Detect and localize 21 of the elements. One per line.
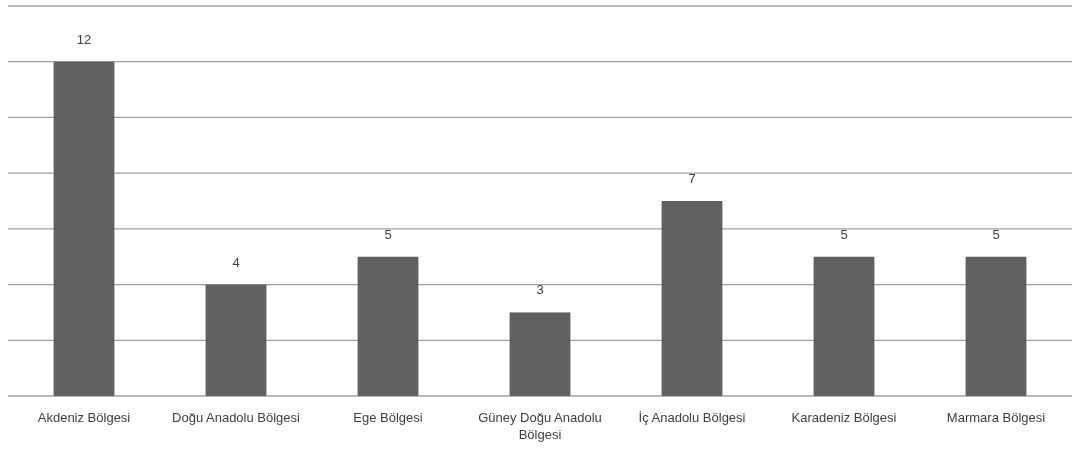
x-tick-label: Akdeniz Bölgesi (37, 410, 131, 425)
bar (509, 312, 571, 396)
x-tick-label: İç Anadolu Bölgesi (638, 410, 746, 425)
data-label: 5 (992, 226, 1000, 242)
x-tick-label: Doğu Anadolu Bölgesi (172, 410, 301, 425)
x-tick-label: Güney Doğu Anadolu Bölgesi (478, 410, 602, 442)
data-label: 4 (232, 254, 240, 270)
bar (813, 256, 875, 396)
data-label: 5 (384, 226, 392, 242)
x-tick-label: Marmara Bölgesi (946, 410, 1046, 425)
data-label: 3 (536, 282, 544, 298)
bar (205, 284, 267, 396)
data-label: 7 (688, 171, 696, 186)
bar (965, 256, 1027, 396)
data-label: 5 (840, 226, 848, 242)
x-tick-label: Karadeniz Bölgesi (791, 410, 897, 425)
x-tick-label: Ege Bölgesi (353, 410, 423, 425)
data-label: 12 (76, 31, 92, 47)
bar (357, 256, 419, 396)
bar (661, 201, 723, 396)
bar (53, 61, 115, 396)
